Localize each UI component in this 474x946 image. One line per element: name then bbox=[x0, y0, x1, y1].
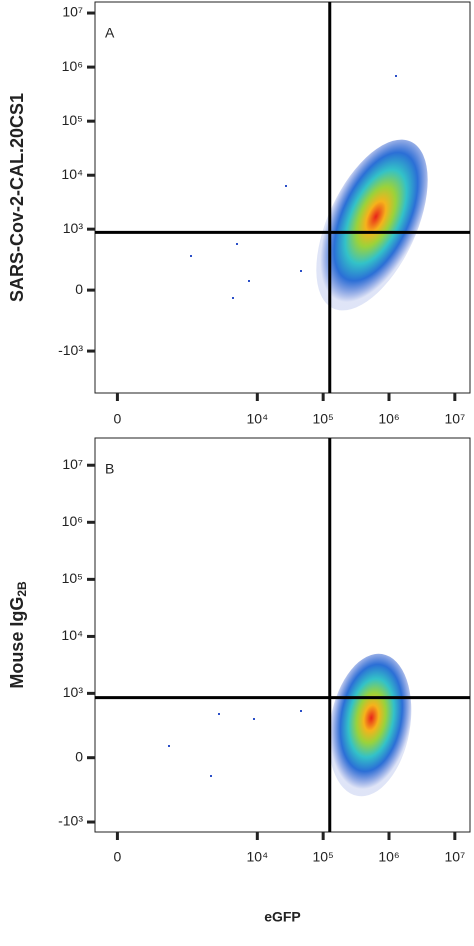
y-tick-label: 10³ bbox=[63, 684, 84, 700]
panel-letter: A bbox=[105, 25, 115, 41]
x-tick-label: 0 bbox=[114, 849, 122, 865]
x-tick-label: 10⁷ bbox=[445, 849, 466, 865]
y-axis-label-subscript: 2B bbox=[15, 581, 29, 597]
y-tick-label: 10³ bbox=[63, 220, 84, 236]
population bbox=[328, 653, 412, 797]
x-tick-label: 10⁵ bbox=[312, 411, 333, 427]
y-axis-label-text: SARS-Cov-2-CAL.20CS1 bbox=[7, 93, 27, 302]
y-axis-label: SARS-Cov-2-CAL.20CS1 bbox=[7, 93, 27, 302]
x-tick-label: 10⁴ bbox=[247, 849, 269, 865]
plot-frame bbox=[94, 1, 471, 394]
y-tick-label: 0 bbox=[75, 281, 83, 297]
x-tick-label: 10⁶ bbox=[378, 411, 399, 427]
x-tick-label: 10⁴ bbox=[247, 411, 269, 427]
y-tick-label: 0 bbox=[75, 748, 83, 764]
y-tick-label: 10⁴ bbox=[61, 166, 83, 182]
y-tick-label: -10³ bbox=[58, 813, 83, 829]
y-tick-label: 10⁴ bbox=[61, 627, 83, 643]
panel-letter: B bbox=[105, 461, 114, 477]
y-axis-label-text: Mouse IgG bbox=[7, 597, 27, 689]
y-tick-label: 10⁷ bbox=[62, 4, 83, 20]
y-tick-label: 10⁶ bbox=[62, 58, 83, 74]
stray-events bbox=[168, 75, 397, 777]
x-tick-label: 10⁵ bbox=[312, 849, 333, 865]
plot-frame bbox=[94, 437, 471, 833]
population bbox=[316, 139, 428, 311]
x-tick-label: 0 bbox=[114, 411, 122, 427]
y-tick-label: 10⁵ bbox=[62, 112, 83, 128]
y-tick-label: -10³ bbox=[58, 342, 83, 358]
x-axis-label: eGFP bbox=[264, 909, 301, 925]
y-tick-label: 10⁷ bbox=[62, 456, 83, 472]
x-tick-label: 10⁷ bbox=[445, 411, 466, 427]
y-tick-label: 10⁵ bbox=[62, 570, 83, 586]
y-tick-label: 10⁶ bbox=[62, 513, 83, 529]
y-axis-label: Mouse IgG2B bbox=[7, 581, 29, 689]
x-tick-label: 10⁶ bbox=[378, 849, 399, 865]
